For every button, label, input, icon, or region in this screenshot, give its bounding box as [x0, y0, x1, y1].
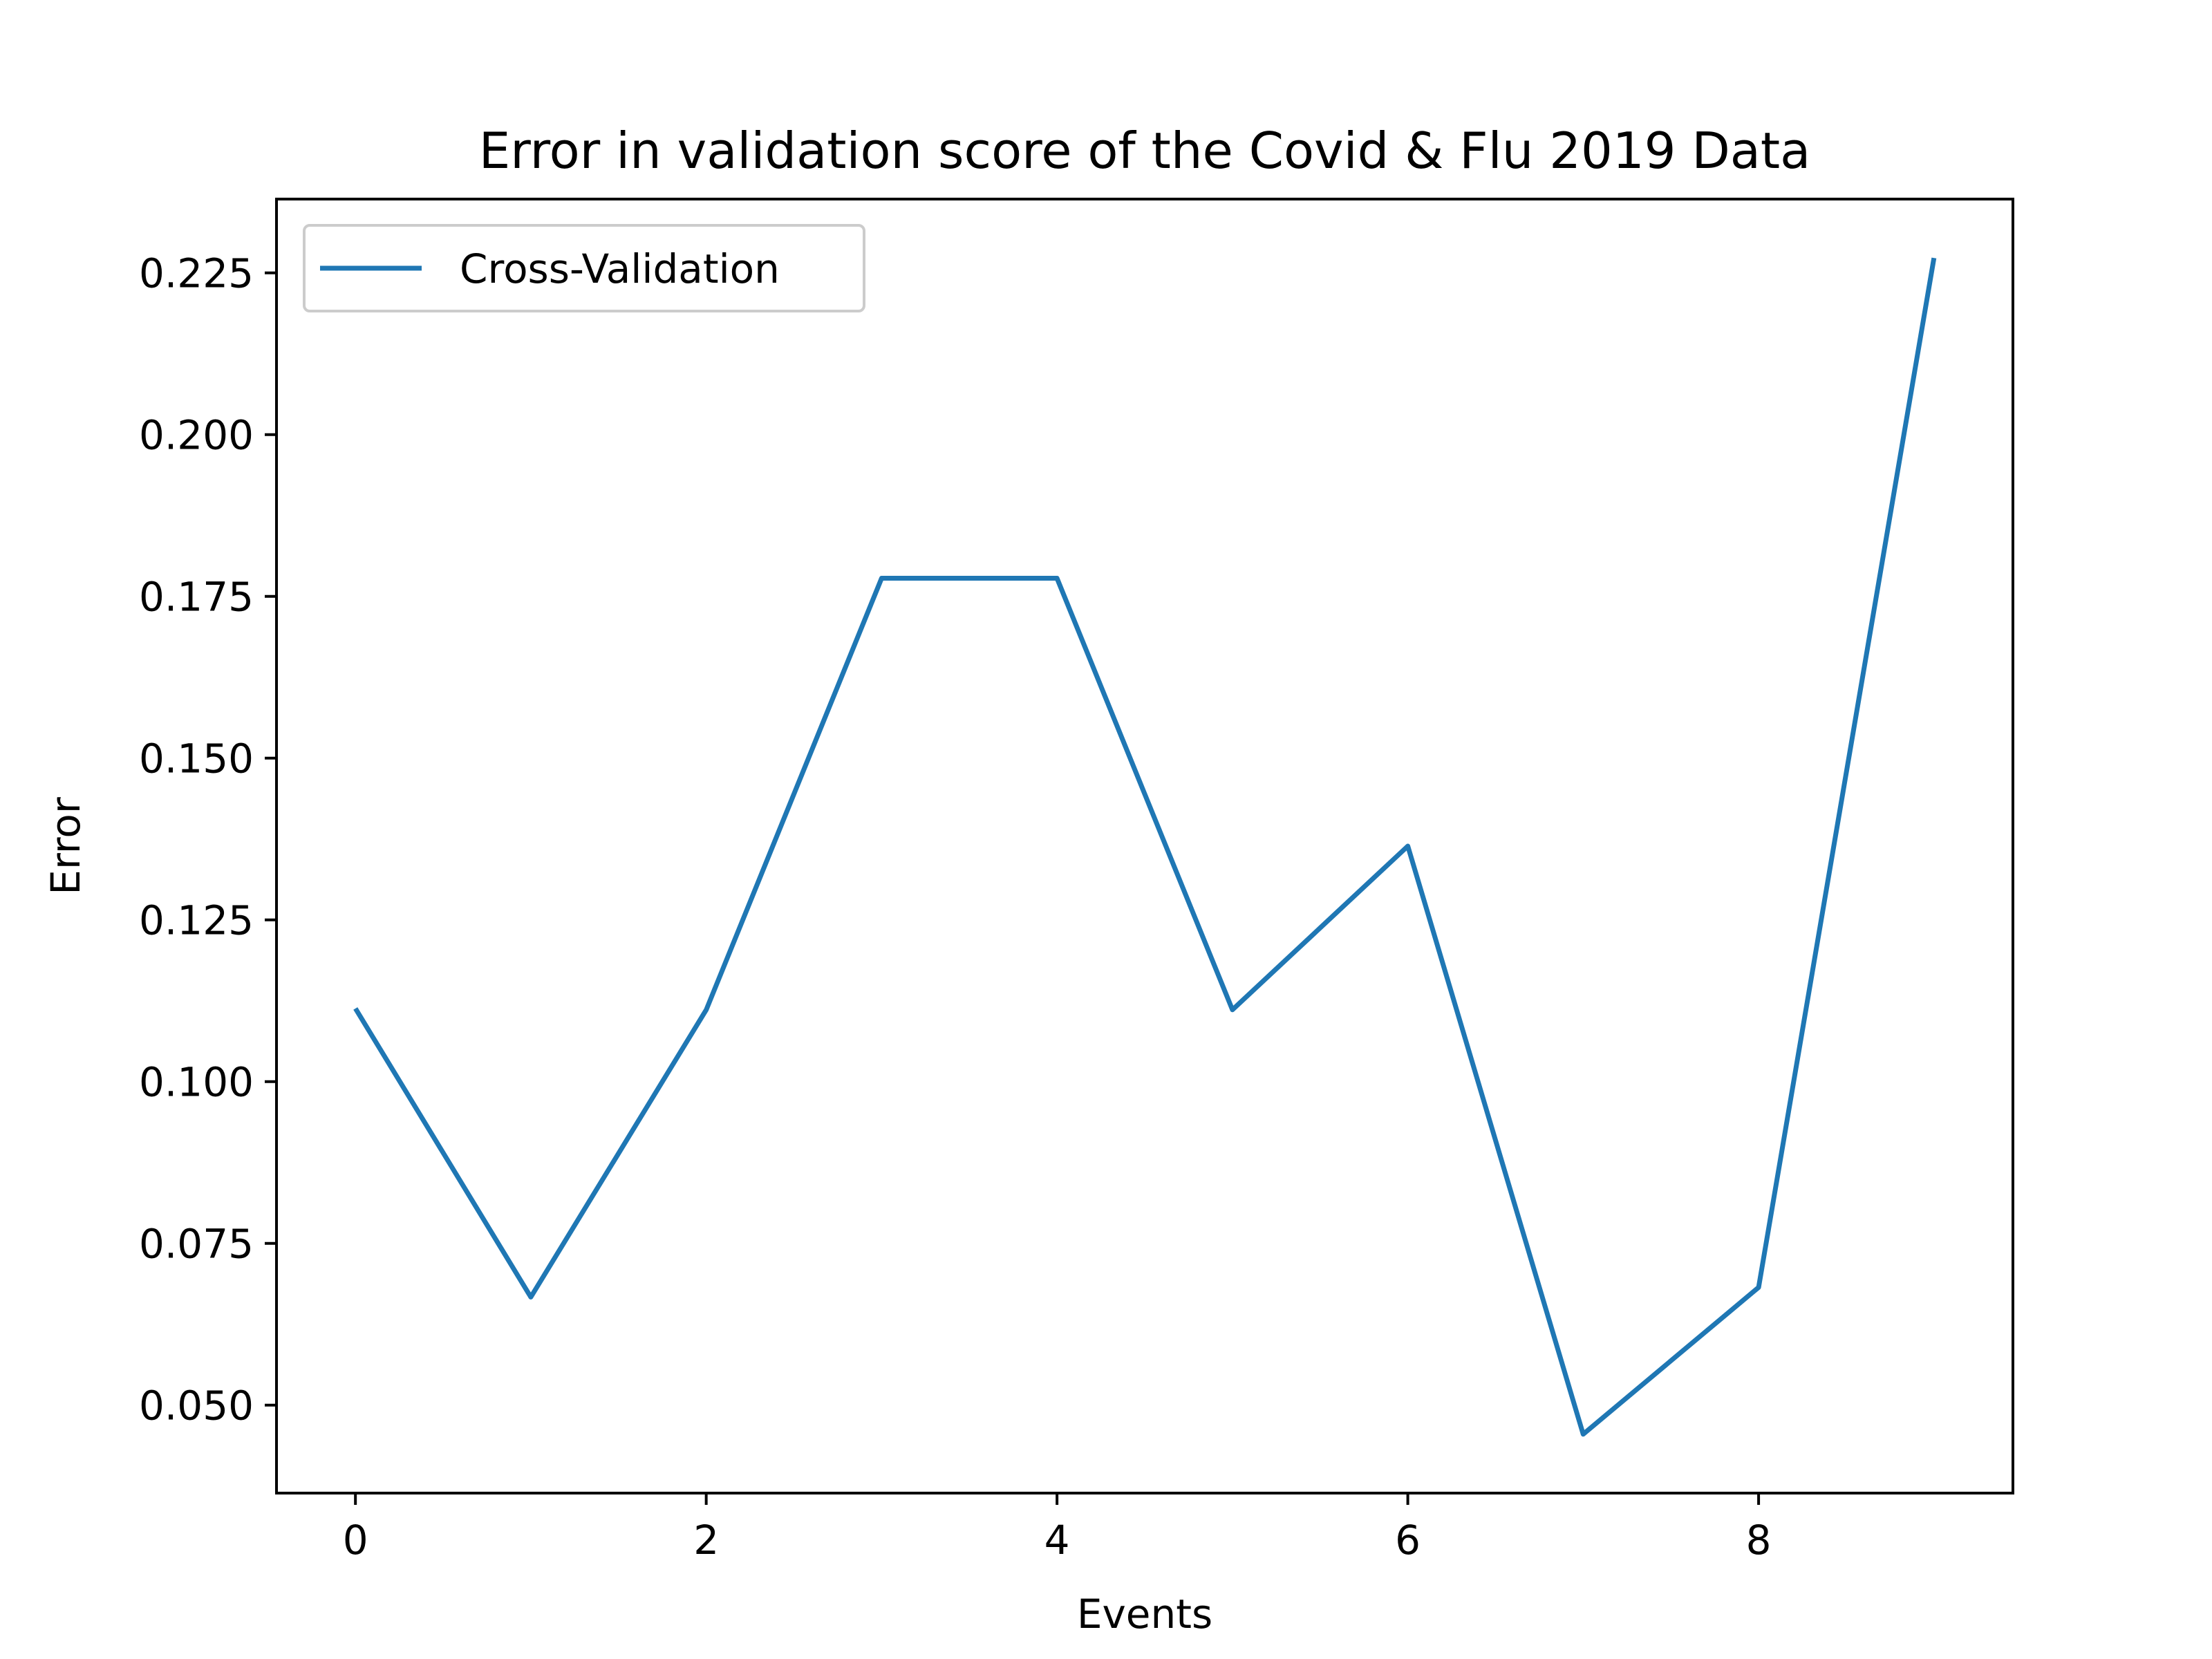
plot-area	[353, 257, 1937, 1437]
y-tick-label: 0.050	[139, 1382, 254, 1430]
x-tick-label: 0	[343, 1517, 368, 1564]
y-axis: 0.050 0.075 0.100 0.125 0.150 0.175 0.200 0.225	[139, 250, 276, 1430]
x-tick-label: 4	[1044, 1517, 1070, 1564]
legend: Cross-Validation	[303, 224, 865, 312]
y-tick-label: 0.175	[139, 574, 254, 621]
series-line-cross-validation	[353, 257, 1937, 1437]
chart-title: Error in validation score of the Covid &…	[479, 122, 1811, 180]
y-tick-label: 0.100	[139, 1059, 254, 1106]
legend-label-cross-validation: Cross-Validation	[460, 245, 780, 292]
x-axis: 0 2 4 6 8	[343, 1493, 1772, 1564]
axes-frame	[275, 198, 2014, 1494]
legend-box	[303, 224, 865, 312]
x-tick-label: 2	[693, 1517, 719, 1564]
y-axis-label: Error	[42, 797, 89, 895]
y-tick-label: 0.075	[139, 1221, 254, 1268]
y-tick-label: 0.200	[139, 412, 254, 459]
y-tick-label: 0.225	[139, 250, 254, 297]
x-axis-label: Events	[1077, 1591, 1212, 1638]
x-tick-label: 8	[1746, 1517, 1772, 1564]
y-tick-label: 0.150	[139, 735, 254, 782]
x-tick-label: 6	[1395, 1517, 1421, 1564]
y-tick-label: 0.125	[139, 897, 254, 944]
